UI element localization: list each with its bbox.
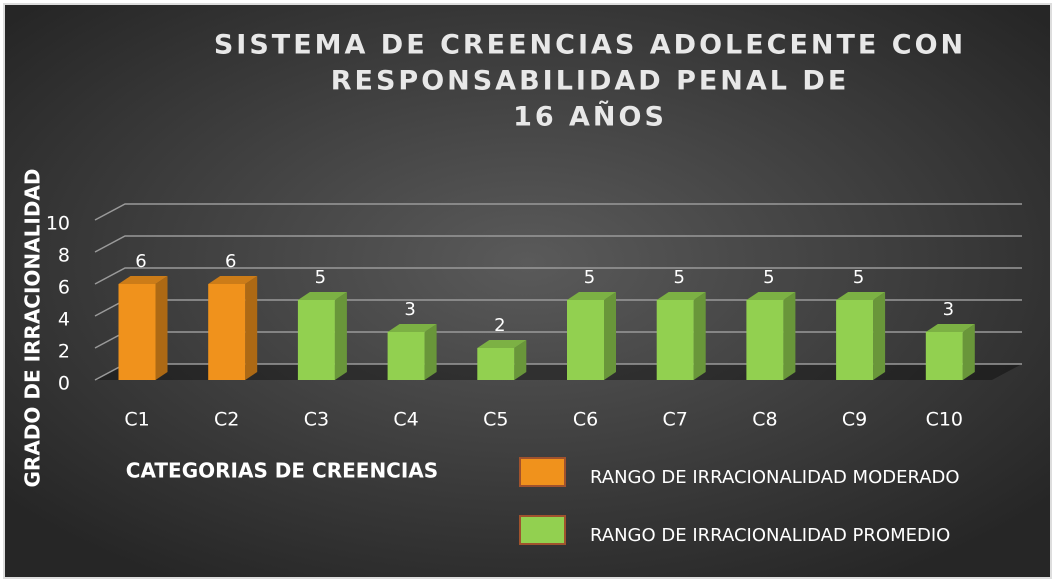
bar — [477, 348, 515, 380]
bar-side — [514, 340, 527, 380]
grid-line — [94, 267, 1022, 285]
x-tick-label: C10 — [926, 409, 963, 431]
bar-side — [334, 292, 347, 380]
bar-side — [155, 276, 168, 380]
x-tick-label: C4 — [393, 409, 418, 431]
x-tick-label: C8 — [752, 409, 777, 431]
bar-top — [656, 292, 706, 300]
data-label: 5 — [315, 267, 326, 288]
bar-side — [245, 276, 258, 380]
legend-label: RANGO DE IRRACIONALIDAD MODERADO — [590, 467, 960, 488]
x-tick-label: C5 — [483, 409, 508, 431]
bar — [836, 300, 874, 380]
bar-side — [693, 292, 706, 380]
bar — [387, 332, 425, 380]
x-tick-label: C2 — [214, 409, 239, 431]
bar-side — [783, 292, 796, 380]
bar-side — [424, 324, 437, 380]
legend-swatch — [519, 515, 566, 545]
bar — [567, 300, 604, 380]
bar — [208, 284, 246, 380]
data-label: 5 — [584, 267, 595, 288]
y-tick-label: 10 — [46, 213, 70, 235]
x-tick-label: C7 — [663, 409, 688, 431]
bar-side — [604, 292, 616, 380]
x-tick-label: C9 — [842, 409, 867, 431]
grid-line — [94, 235, 1022, 253]
bar-top — [746, 292, 796, 300]
bar-top — [297, 292, 347, 300]
bar-top — [387, 324, 437, 332]
bar-top — [567, 292, 616, 300]
legend-label: RANGO DE IRRACIONALIDAD PROMEDIO — [590, 525, 950, 546]
x-tick-label: C1 — [124, 409, 149, 431]
bar-top — [118, 276, 168, 284]
x-tick-label: C6 — [573, 409, 598, 431]
data-label: 5 — [763, 267, 774, 288]
data-label: 5 — [673, 267, 684, 288]
y-axis-label: GRADO DE IRRACIONALIDAD — [21, 168, 45, 487]
bar — [297, 300, 335, 380]
bar-top — [925, 324, 975, 332]
bar — [746, 300, 784, 380]
bar-side — [962, 324, 975, 380]
data-label: 2 — [494, 315, 505, 336]
bar-top — [477, 340, 527, 348]
bar-side — [873, 292, 886, 380]
grid-line — [94, 203, 1022, 221]
data-label: 3 — [404, 299, 415, 320]
y-tick-label: 8 — [58, 245, 70, 267]
y-tick-label: 2 — [58, 341, 70, 363]
chart-title: 16 AÑOS — [513, 101, 667, 133]
data-label: 5 — [853, 267, 864, 288]
x-axis-label: CATEGORIAS DE CREENCIAS — [126, 459, 438, 483]
bar-top — [836, 292, 886, 300]
data-label: 6 — [135, 251, 146, 272]
bar — [118, 284, 156, 380]
bar-top — [208, 276, 258, 284]
bar — [656, 300, 694, 380]
x-tick-label: C3 — [304, 409, 329, 431]
chart-title: RESPONSABILIDAD PENAL DE — [331, 66, 850, 97]
chart-title: SISTEMA DE CREENCIAS ADOLECENTE CON — [214, 30, 966, 61]
legend-swatch — [519, 457, 566, 487]
data-label: 3 — [943, 299, 954, 320]
y-tick-label: 0 — [58, 373, 70, 395]
y-tick-label: 4 — [58, 309, 70, 331]
data-label: 6 — [225, 251, 236, 272]
bar — [925, 332, 963, 380]
y-tick-label: 6 — [58, 277, 70, 299]
